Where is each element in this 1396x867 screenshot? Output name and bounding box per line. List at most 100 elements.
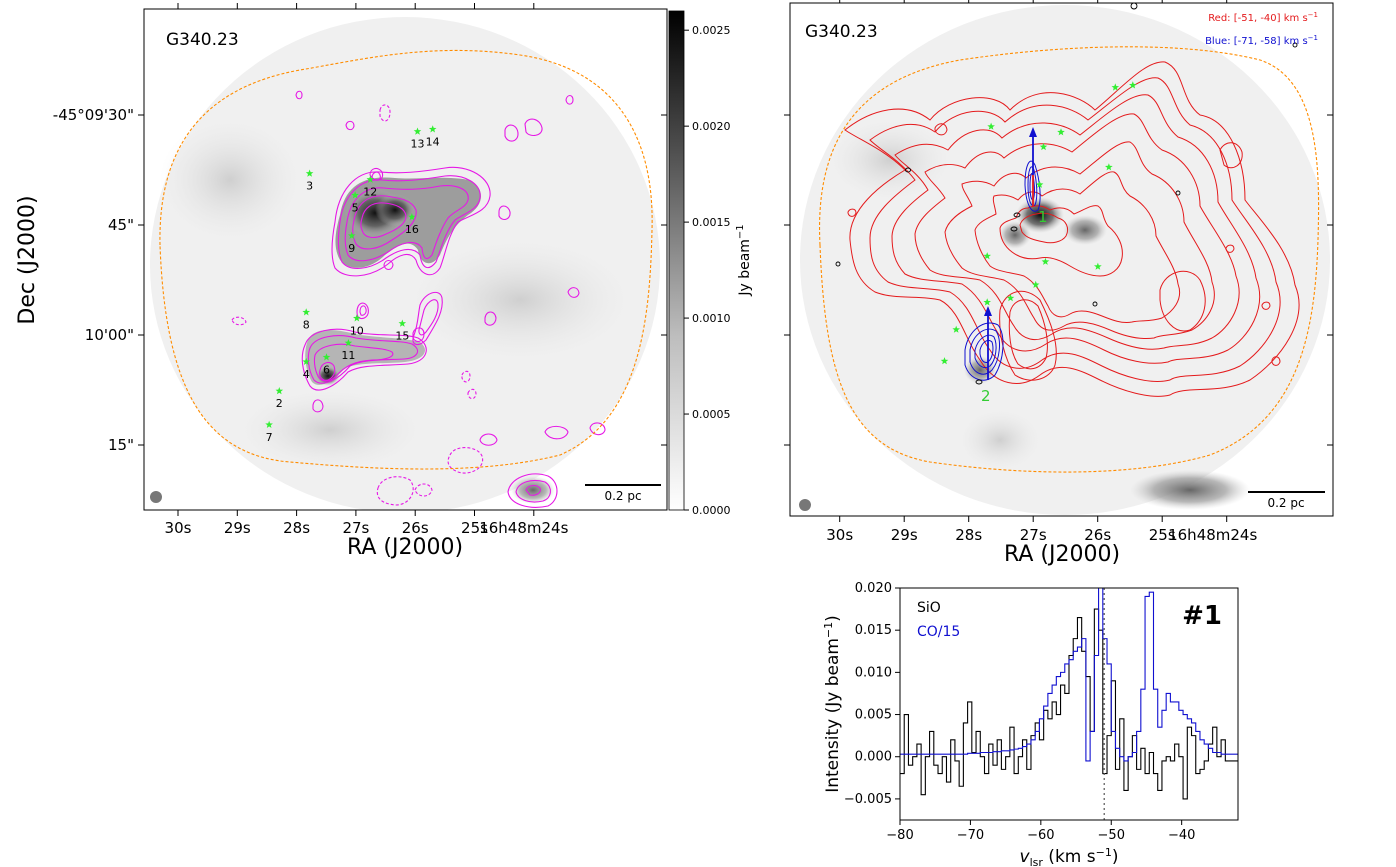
core-marker — [1129, 81, 1137, 89]
y-tick-label: 0.005 — [855, 708, 892, 723]
core-label: 6 — [323, 363, 330, 376]
y-axis-label: Intensity (Jy beam−1) — [822, 615, 843, 793]
x-tick-label: 16h48m24s — [479, 519, 568, 537]
x-tick-label: 29s — [224, 519, 251, 537]
beam-ellipse — [150, 491, 162, 503]
colorbar-tick-label: 0.0015 — [692, 216, 731, 229]
y-tick-label: −0.005 — [844, 792, 892, 807]
y-tick-label: 0.015 — [855, 623, 892, 638]
scale-bar-label: 0.2 pc — [604, 489, 641, 503]
core-label: 9 — [348, 242, 355, 255]
core-marker — [348, 231, 356, 239]
colorbar-gradient — [668, 10, 685, 511]
plot-frame — [789, 2, 1334, 517]
legend-sio: SiO — [917, 600, 941, 616]
x-tick-label: 30s — [165, 519, 192, 537]
core-marker — [987, 122, 995, 130]
field-label: G340.23 — [805, 22, 878, 42]
y-ticks: -45°09'30" 45" 10'00" 15" — [53, 106, 667, 454]
core-marker — [398, 319, 407, 327]
core-marker — [344, 339, 353, 347]
x-tick-label: 25s — [1149, 526, 1176, 544]
x-tick-label: −40 — [1168, 828, 1195, 843]
arrowhead — [984, 306, 992, 316]
core-marker — [983, 252, 991, 260]
y-axis-label: Dec (J2000) — [15, 195, 40, 324]
x-tick-label: 29s — [891, 526, 918, 544]
x-tick-label: −50 — [1098, 828, 1125, 843]
x-tick-label: 26s — [1084, 526, 1111, 544]
colorbar-tick-label: 0.0010 — [692, 312, 731, 325]
x-tick-label: 30s — [826, 526, 853, 544]
y-tick-label: 10'00" — [85, 326, 134, 344]
magenta-contours — [295, 90, 606, 508]
arrowhead — [1029, 127, 1037, 137]
core-label: 16 — [405, 223, 419, 236]
core-label: 13 — [411, 138, 425, 151]
plot-frame — [899, 587, 1239, 821]
continuum-image — [150, 17, 660, 510]
co-spectrum-line — [900, 588, 1238, 762]
legend-co: CO/15 — [917, 624, 960, 640]
negative-contours — [231, 104, 484, 506]
x-tick-label: −80 — [886, 828, 913, 843]
core-marker — [1039, 142, 1048, 151]
x-tick-label: 28s — [283, 519, 310, 537]
outflow-label-2: 2 — [981, 387, 991, 405]
beam-ellipse — [799, 499, 811, 511]
outflow-label-1: 1 — [1038, 208, 1048, 226]
x-tick-label: 27s — [1020, 526, 1047, 544]
core-marker — [1035, 180, 1044, 188]
core-markers — [940, 81, 1137, 365]
core-marker — [1057, 128, 1065, 136]
core-marker — [305, 169, 314, 177]
core-label: 10 — [350, 324, 364, 337]
blue-range-label: Blue: [-71, -58] km s−1 — [1205, 34, 1318, 47]
y-tick-label: 45" — [108, 216, 134, 234]
core-marker — [428, 125, 437, 133]
core-marker — [1006, 294, 1015, 302]
y-tick-label: 0.010 — [855, 665, 892, 680]
red-range-label: Red: [-51, -40] km s−1 — [1208, 11, 1318, 24]
core-label: 4 — [303, 368, 310, 381]
core-markers: 2 3 4 5 6 7 8 9 10 11 12 13 14 15 16 — [265, 125, 440, 444]
colorbar-tick-label: 0.0005 — [692, 408, 731, 421]
colorbar-tick-label: 0.0025 — [692, 24, 731, 37]
y-ticks: −0.005 0.000 0.005 0.010 0.015 0.020 — [844, 581, 900, 807]
continuum-map-panel: 2 3 4 5 6 7 8 9 10 11 12 13 14 15 16 30s 29s 28s 27s 26s 25… — [15, 3, 668, 560]
core-marker — [353, 314, 361, 322]
x-axis-label: RA (J2000) — [1004, 542, 1120, 567]
core-marker — [413, 127, 422, 135]
x-tick-label: 26s — [402, 519, 429, 537]
x-tick-label: −70 — [957, 828, 984, 843]
scale-bar-label: 0.2 pc — [1267, 496, 1304, 510]
x-axis-label: RA (J2000) — [347, 535, 463, 560]
core-marker — [1105, 163, 1113, 171]
y-tick-label: -45°09'30" — [53, 106, 134, 124]
coverage-contour — [159, 49, 653, 470]
colorbar-label: Jy beam−1 — [735, 224, 753, 296]
blue-lobe-contours — [964, 160, 1041, 381]
core-label: 11 — [341, 349, 355, 362]
primary-beam-background — [800, 5, 1330, 515]
core-marker — [351, 191, 359, 199]
core-label: 2 — [276, 397, 283, 410]
x-tick-label: 27s — [342, 519, 369, 537]
spectrum-panel: −80 −70 −60 −50 −40 −0.005 0.000 0.005 0.010 0.0… — [822, 581, 1239, 867]
core-marker — [322, 353, 331, 361]
core-marker — [302, 357, 310, 365]
core-label: 5 — [352, 201, 359, 214]
field-label: G340.23 — [166, 30, 239, 50]
x-axis-label: vlsr (km s−1) — [1020, 846, 1119, 867]
y-tick-label: 15" — [108, 436, 134, 454]
x-tick-label: 25s — [461, 519, 488, 537]
y-tick-label: 0.020 — [855, 581, 892, 596]
core-marker — [1031, 280, 1040, 288]
x-tick-label: 16h48m24s — [1168, 526, 1257, 544]
spectrum-id-label: #1 — [1182, 601, 1222, 631]
core-marker — [408, 213, 416, 221]
